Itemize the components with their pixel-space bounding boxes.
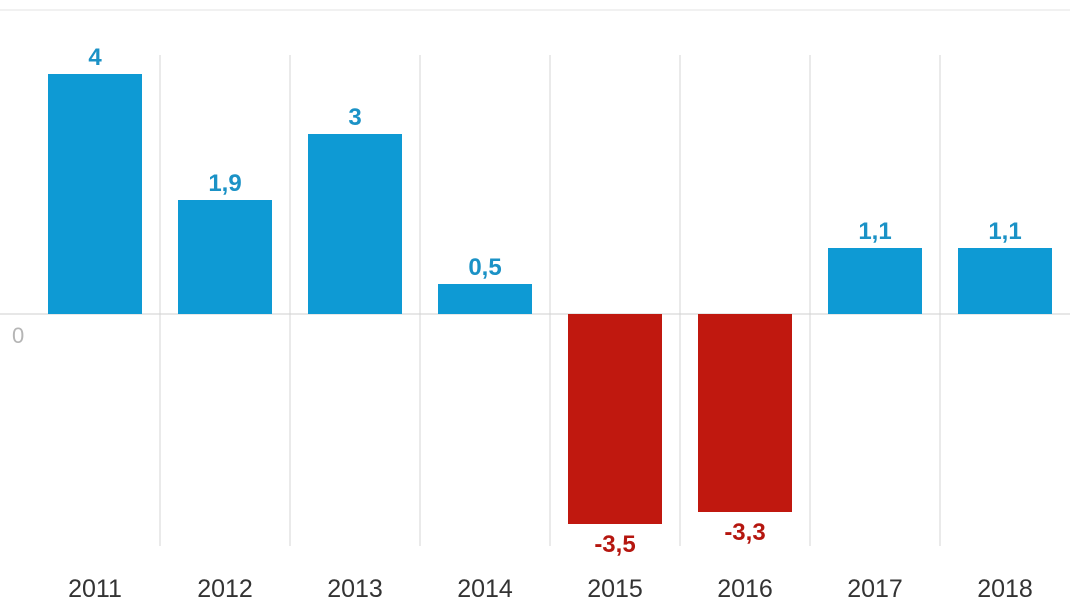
zero-tick-label: 0 xyxy=(12,323,24,348)
category-label-2017: 2017 xyxy=(847,575,903,601)
value-label-2017: 1,1 xyxy=(858,218,891,245)
category-labels: 2011 2012 2013 2014 2015 2016 2017 2018 xyxy=(68,575,1033,601)
category-label-2018: 2018 xyxy=(977,575,1033,601)
category-label-2011: 2011 xyxy=(68,575,122,601)
bar-2013 xyxy=(308,134,402,314)
grid-lines xyxy=(159,55,941,546)
value-label-2011: 4 xyxy=(88,44,102,71)
bar-2014 xyxy=(438,284,532,314)
value-label-2016: -3,3 xyxy=(724,519,765,546)
bar-2018 xyxy=(958,248,1052,314)
bar-2015 xyxy=(568,314,662,524)
bar-2016 xyxy=(698,314,792,512)
value-label-2018: 1,1 xyxy=(988,218,1021,245)
bar-2012 xyxy=(178,200,272,314)
bar-2011 xyxy=(48,74,142,314)
value-label-2012: 1,9 xyxy=(208,170,241,197)
category-label-2016: 2016 xyxy=(717,575,773,601)
category-label-2015: 2015 xyxy=(587,575,643,601)
category-label-2013: 2013 xyxy=(327,575,383,601)
value-label-2015: -3,5 xyxy=(594,531,635,558)
category-label-2012: 2012 xyxy=(197,575,253,601)
value-label-2013: 3 xyxy=(348,104,361,131)
value-label-2014: 0,5 xyxy=(468,254,501,281)
bars xyxy=(48,74,1052,524)
value-labels: 4 1,9 3 0,5 -3,5 -3,3 1,1 1,1 xyxy=(88,44,1021,558)
bar-2017 xyxy=(828,248,922,314)
category-label-2014: 2014 xyxy=(457,575,513,601)
